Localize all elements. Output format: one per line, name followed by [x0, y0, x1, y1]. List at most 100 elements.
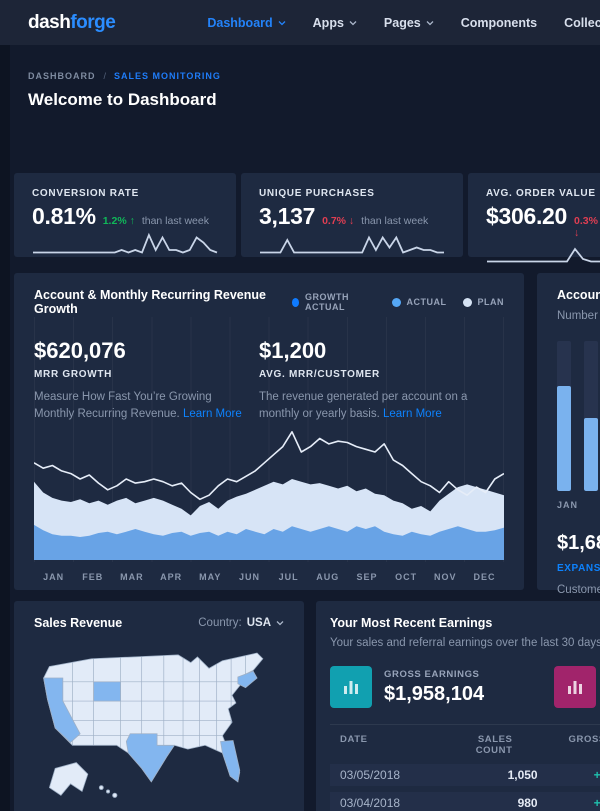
chevron-down-icon [278, 19, 286, 27]
nav-item-label: Components [460, 15, 538, 30]
brand-logo-bold: dash [28, 11, 71, 33]
earnings-card-subtitle: Your sales and referral earnings over th… [330, 637, 600, 649]
stat-card-label: CONVERSION RATE [32, 188, 139, 199]
main-nav: Dashboard Apps Pages Components Collections [207, 16, 600, 30]
nav-item-dashboard[interactable]: Dashboard [207, 15, 286, 30]
breadcrumb: DASHBOARD / SALES MONITORING [0, 45, 600, 81]
metric-value: $1,958,104 [384, 682, 485, 705]
earnings-table: DATE SALES COUNT GROSS EARNINGS 03/05/2018… [330, 724, 600, 811]
top-navigation-bar: dashforge Dashboard Apps Pages Components Co… [0, 0, 600, 45]
legend-item-plan[interactable]: PLAN [462, 297, 505, 307]
nav-item-label: Dashboard [207, 15, 273, 30]
retention-expansions-label: EXPANSIONS [557, 563, 600, 574]
revenue-stat: $620,076 MRR GROWTH Measure How Fast You’r… [34, 338, 259, 424]
chevron-down-icon [426, 19, 434, 27]
stat-card-value: 0.81% [32, 203, 96, 229]
state-new-york [237, 670, 258, 689]
sales-revenue-card: Sales Revenue Country: USA [14, 601, 304, 811]
learn-more-link[interactable]: Learn More [182, 408, 242, 421]
table-row: 03/05/2018 1,050 + $32,550.00 [330, 764, 600, 786]
month-tick-label: OCT [395, 572, 418, 582]
left-gutter [0, 45, 10, 811]
chevron-down-icon [276, 619, 284, 627]
nav-item-apps[interactable]: Apps [313, 16, 357, 30]
retention-bar-fill [584, 417, 598, 491]
month-tick-label: SEP [356, 572, 378, 582]
revenue-stat: $1,200 AVG. MRR/CUSTOMER The revenue gener… [259, 338, 484, 424]
revenue-stat-label: MRR GROWTH [34, 369, 113, 380]
country-selector-label: Country: [198, 617, 242, 629]
state-california [43, 677, 81, 743]
state-borders [43, 653, 263, 761]
nav-item-collections[interactable]: Collections [564, 16, 600, 30]
revenue-stat-description: The revenue generated per account on a m… [259, 391, 468, 421]
earnings-metric-gross-earnings: GROSS EARNINGS $1,958,104 [330, 666, 536, 708]
legend-dot-icon [291, 297, 299, 307]
nav-item-label: Pages [383, 15, 421, 30]
month-tick-label: MAR [120, 572, 144, 582]
row-date: 03/05/2018 [340, 768, 401, 782]
nav-item-components[interactable]: Components [461, 16, 537, 30]
revenue-area-chart [34, 425, 504, 560]
legend-item-label: GROWTH ACTUAL [304, 292, 349, 312]
revenue-stat-value: $1,200 [259, 338, 327, 363]
nav-item-label: Apps [312, 15, 344, 30]
page-title: Welcome to Dashboard [28, 90, 217, 109]
chart-legend: GROWTH ACTUAL ACTUAL PLAN [291, 292, 505, 312]
country-selector-value: USA [246, 617, 271, 629]
row-date: 03/04/2018 [340, 796, 401, 810]
month-tick-label: FEB [82, 572, 104, 582]
table-header-gross-earnings: GROSS EARNINGS [568, 734, 600, 745]
table-row: 03/04/2018 980 + $30,380.00 [330, 792, 600, 811]
legend-item-growth-actual[interactable]: GROWTH ACTUAL [291, 292, 376, 312]
stat-card-sparkline [259, 232, 445, 258]
revenue-stat-label: AVG. MRR/CUSTOMER [259, 369, 380, 380]
nav-item-pages[interactable]: Pages [384, 16, 434, 30]
revenue-growth-card: Account & Monthly Recurring Revenue Grow… [14, 273, 524, 590]
sales-revenue-title: Sales Revenue [34, 616, 123, 630]
month-tick-label: AUG [316, 572, 340, 582]
legend-item-label: ACTUAL [406, 297, 447, 307]
earnings-metric-tiles: GROSS EARNINGS $1,958,104 TAX WITHHELD$234… [330, 666, 600, 708]
retention-card-title: Account Retention [557, 288, 600, 302]
earnings-card-title: Your Most Recent Earnings [330, 616, 493, 630]
country-selector[interactable]: Country: USA [198, 617, 284, 629]
breadcrumb-sales-monitoring: SALES MONITORING [114, 71, 221, 81]
state-florida [220, 740, 241, 783]
stat-card-value: 3,137 [259, 203, 316, 229]
stat-card-delta: 0.3% ↓ [574, 215, 598, 239]
revenue-stats: $620,076 MRR GROWTH Measure How Fast You’r… [14, 316, 524, 424]
stat-card-delta-suffix: than last week [361, 215, 429, 227]
stat-card-avg-order-value: AVG. ORDER VALUE$306.200.3% ↓than last w… [468, 173, 600, 263]
revenue-stat-value: $620,076 [34, 338, 126, 363]
retention-month-label: JAN [557, 500, 579, 510]
stat-card-value: $306.20 [486, 203, 568, 229]
legend-item-actual[interactable]: ACTUAL [391, 297, 447, 307]
stat-card-label: AVG. ORDER VALUE [486, 188, 596, 199]
learn-more-link[interactable]: Learn More [383, 408, 442, 421]
month-tick-label: MAY [199, 572, 222, 582]
month-tick-label: JUL [278, 572, 299, 582]
month-tick-label: JAN [43, 572, 65, 582]
stat-card-delta-suffix: than last week [141, 215, 209, 227]
row-gross-earnings: + $32,550.00 [593, 768, 600, 782]
brand-logo-light: forge [70, 11, 116, 33]
retention-bar-fill [557, 386, 571, 491]
table-header-sales-count: SALES COUNT [475, 734, 513, 756]
usa-choropleth-map[interactable] [34, 644, 284, 811]
retention-bar-track [557, 341, 571, 491]
state-texas [125, 733, 176, 783]
revenue-card-title: Account & Monthly Recurring Revenue Grow… [34, 288, 266, 316]
retention-card-subtitle: Number of customers who have active subs… [557, 310, 600, 322]
month-tick-label: JUN [238, 572, 260, 582]
retention-value: $1,680.50 [557, 532, 600, 554]
brand-logo[interactable]: dashforge [28, 11, 116, 34]
stat-card-sparkline [32, 232, 218, 258]
earnings-metric-tax-withheld: TAX WITHHELD$234,769 [554, 666, 600, 708]
breadcrumb-dashboard[interactable]: DASHBOARD [28, 71, 96, 81]
legend-item-label: PLAN [477, 297, 504, 307]
legend-dot-icon [462, 297, 472, 307]
row-gross-earnings: + $30,380.00 [593, 796, 600, 810]
state-wyoming [93, 681, 121, 702]
nav-item-label: Collections [564, 15, 600, 30]
